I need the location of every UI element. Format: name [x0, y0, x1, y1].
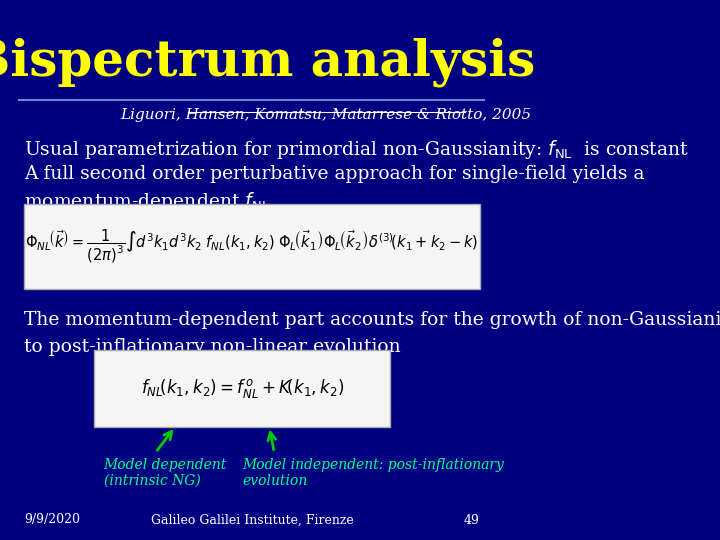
Text: Model dependent
(intrinsic NG): Model dependent (intrinsic NG) [104, 458, 227, 488]
Bar [94, 350, 390, 427]
Text: A full second order perturbative approach for single-field yields a: A full second order perturbative approac… [24, 165, 645, 183]
Text: The momentum-dependent part accounts for the growth of non-Gaussianity due: The momentum-dependent part accounts for… [24, 311, 720, 329]
Text: Liguori, Hansen, Komatsu, Matarrese & Riotto, 2005: Liguori, Hansen, Komatsu, Matarrese & Ri… [121, 108, 532, 122]
Text: Bispectrum analysis: Bispectrum analysis [0, 38, 536, 87]
Text: 49: 49 [464, 514, 480, 526]
Text: momentum-dependent $f_\mathrm{NL}$: momentum-dependent $f_\mathrm{NL}$ [24, 190, 271, 213]
Text: Usual parametrization for primordial non-Gaussianity: $f_\mathrm{NL}$  is consta: Usual parametrization for primordial non… [24, 138, 689, 161]
Text: $f_{NL}\!\left(k_1,k_2\right)= f^{\,o}_{NL} + K\!\left(k_1,k_2\right)$: $f_{NL}\!\left(k_1,k_2\right)= f^{\,o}_{… [140, 377, 343, 400]
Text: $\Phi_{NL}\!\left(\vec{k}\right)=\dfrac{1}{(2\pi)^3}\int d^3k_1 d^3k_2\; f_{NL}(: $\Phi_{NL}\!\left(\vec{k}\right)=\dfrac{… [25, 228, 479, 265]
Text: 9/9/2020: 9/9/2020 [24, 514, 81, 526]
Bar [24, 204, 480, 289]
Text: Model independent: post-inflationary
evolution: Model independent: post-inflationary evo… [242, 458, 504, 488]
Text: Galileo Galilei Institute, Firenze: Galileo Galilei Institute, Firenze [150, 514, 354, 526]
Text: to post-inflationary non-linear evolution: to post-inflationary non-linear evolutio… [24, 338, 401, 355]
